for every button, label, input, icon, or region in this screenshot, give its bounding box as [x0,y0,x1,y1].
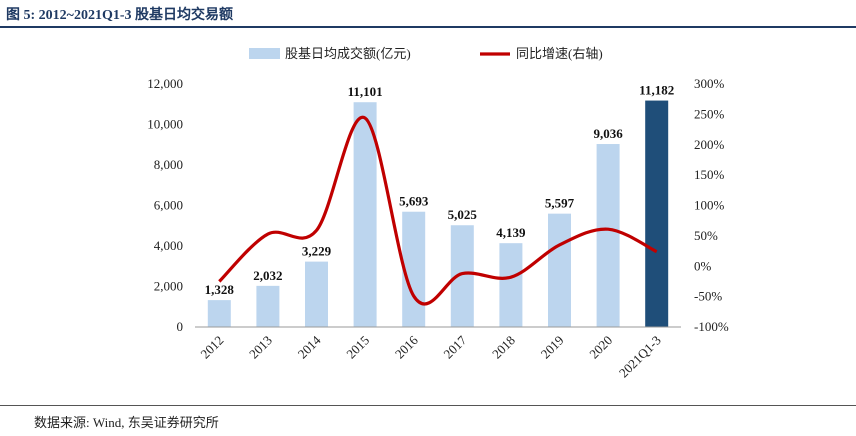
x-tick-label: 2013 [246,333,275,362]
data-label: 5,025 [448,207,478,222]
x-tick-label: 2019 [538,333,567,362]
data-label: 3,229 [302,244,332,259]
x-tick-label: 2017 [440,332,469,361]
bar [548,213,571,327]
data-label: 5,693 [399,194,429,209]
bar-series [207,100,669,328]
x-tick-label: 2021Q1-3 [616,333,664,381]
bar [596,144,620,327]
data-label: 11,182 [639,83,674,98]
right-tick-label: 100% [694,198,725,213]
right-tick-label: 150% [694,167,725,182]
right-axis: -100% -50% 0% 50% 100% 150% 200% 250% 300% [694,76,729,334]
chart: 股基日均成交额(亿元) 同比增速(右轴) 0 2,000 4,000 6,000 8,00… [147,46,729,381]
data-labels: 1,328 2,032 3,229 11,101 5,693 5,025 4,139 5,59… [205,83,675,298]
right-tick-label: -50% [694,289,722,304]
left-tick-label: 12,000 [147,76,183,91]
bar [256,285,280,327]
x-tick-label: 2018 [489,333,518,362]
right-tick-label: 0% [694,258,712,273]
bar [499,243,523,327]
legend-bar-label: 股基日均成交额(亿元) [285,46,411,61]
line-series [218,115,658,306]
figure-title: 图 5: 2012~2021Q1-3 股基日均交易额 [6,8,233,23]
right-tick-label: -100% [694,319,729,334]
x-tick-label: 2014 [295,332,324,361]
bar [353,102,377,328]
x-tick-label: 2016 [392,332,421,361]
bar [207,300,231,327]
legend-bar-swatch [249,48,280,59]
left-tick-label: 6,000 [154,198,183,213]
right-tick-label: 200% [694,137,725,152]
right-tick-label: 50% [694,228,718,243]
x-tick-label: 2015 [343,333,372,362]
source-note: 数据来源: Wind, 东吴证券研究所 [34,415,219,430]
x-axis: 2012 2013 2014 2015 2016 2017 2018 2019 2020 2021… [195,326,681,381]
source-rule [0,405,856,406]
x-tick-label: 2012 [197,333,226,362]
title-rule [0,26,856,28]
left-tick-label: 8,000 [154,157,183,172]
legend: 股基日均成交额(亿元) 同比增速(右轴) [249,46,603,61]
x-tick-label: 2020 [586,333,615,362]
left-tick-label: 10,000 [147,117,183,132]
data-label: 2,032 [253,268,282,283]
legend-line-label: 同比增速(右轴) [516,46,603,61]
left-tick-label: 0 [177,319,184,334]
data-label: 4,139 [496,225,526,240]
data-label: 11,101 [348,84,383,99]
left-tick-label: 2,000 [154,279,183,294]
left-tick-label: 4,000 [154,238,183,253]
left-axis: 0 2,000 4,000 6,000 8,000 10,000 12,000 [147,76,183,334]
right-tick-label: 300% [694,76,725,91]
bar [402,211,426,327]
bar [645,100,669,327]
data-label: 5,597 [545,196,575,211]
data-label: 9,036 [593,126,623,141]
right-tick-label: 250% [694,106,725,121]
growth-line [218,115,658,306]
bar [305,261,328,327]
data-label: 1,328 [205,282,235,297]
bar [450,225,474,327]
